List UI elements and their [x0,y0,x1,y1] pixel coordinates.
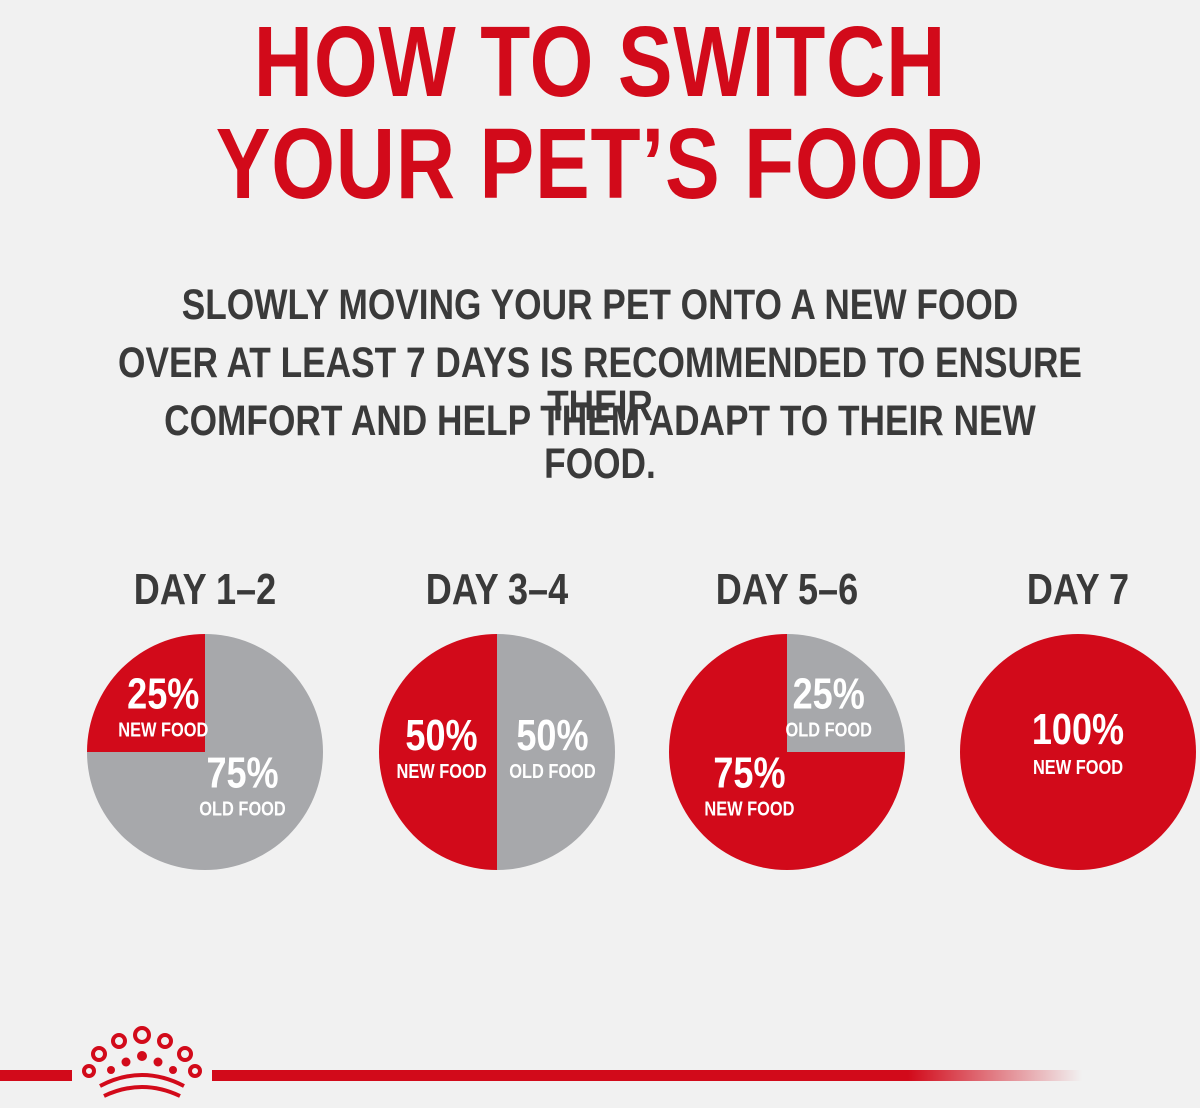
slice-name-label: OLD FOOD [199,797,285,820]
pie-slice-old-food [497,634,615,870]
slice-name-label: NEW FOOD [1033,755,1123,778]
slice-value-label: 25% [127,669,199,718]
pie-slice-old-food [787,634,905,752]
slice-value-label: 75% [713,748,785,797]
page-title-line-1: HOW TO SWITCH [253,6,947,118]
subtitle-line-3: COMFORT AND HELP THEM ADAPT TO THEIR NEW… [164,397,1036,488]
subtitle-line-2: OVER AT LEAST 7 DAYS IS RECOMMENDED TO E… [118,339,1082,430]
slice-value-label: 50% [405,711,477,760]
chart-title: DAY 5–6 [716,565,858,614]
pie-slice-new-food [960,634,1196,870]
slice-value-label: 75% [206,748,278,797]
pie-slice-new-food [379,634,497,870]
slice-name-label: NEW FOOD [118,718,208,741]
slice-name-label: OLD FOOD [785,718,871,741]
page-title-line-2: YOUR PET’S FOOD [215,108,985,220]
slice-name-label: NEW FOOD [397,759,487,782]
slice-value-label: 50% [516,711,588,760]
subtitle-line-1: SLOWLY MOVING YOUR PET ONTO A NEW FOOD [181,281,1019,329]
footer-line-left [0,1070,72,1081]
pie-slice-new-food [87,634,205,752]
slice-name-label: OLD FOOD [509,759,595,782]
slice-value-label: 100% [1032,705,1124,754]
chart-title: DAY 1–2 [134,565,276,614]
crown-logo-icon [82,1026,202,1098]
footer-line-right [212,1070,1082,1081]
slice-value-label: 25% [793,669,865,718]
slice-name-label: NEW FOOD [704,797,794,820]
pie-slice-new-food [669,634,905,870]
chart-title: DAY 7 [1027,565,1129,614]
chart-title: DAY 3–4 [426,565,569,614]
